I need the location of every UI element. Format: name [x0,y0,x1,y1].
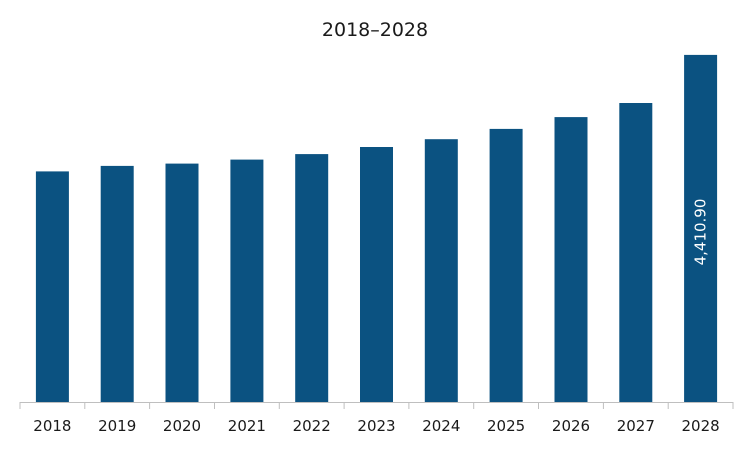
bar-2028 [684,54,718,403]
x-tick-label-2025: 2025 [487,417,525,435]
bar-2020 [165,163,199,402]
bar-2018 [35,171,69,402]
bar-2027 [619,103,653,402]
bar-2023 [360,147,393,402]
x-tick-label-2022: 2022 [293,417,331,435]
bar-2021 [230,159,264,402]
x-tick-label-2020: 2020 [163,417,201,435]
x-tick-label-2018: 2018 [33,417,71,435]
x-tick-label-2027: 2027 [617,417,655,435]
bar-2022 [295,154,329,402]
chart-title: 2018–2028 [322,19,428,41]
x-axis: 2018 2019 2020 2021 2022 2023 2024 2025 2026 2027… [19,402,734,435]
x-tick-label-2019: 2019 [98,417,136,435]
x-tick-label-2024: 2024 [422,417,460,435]
x-tick-label-2023: 2023 [357,417,395,435]
x-tick-label-2021: 2021 [228,417,266,435]
bar-2024 [424,139,458,402]
bars-group [35,54,718,403]
bar-2019 [100,165,134,402]
bar-2026 [554,117,588,402]
x-tick-label-2026: 2026 [552,417,590,435]
data-label-2028: 4,410.90 [692,199,710,266]
x-tick-label-2028: 2028 [682,417,720,435]
bar-2025 [489,128,523,402]
data-labels-group: 4,410.90 [692,199,710,266]
